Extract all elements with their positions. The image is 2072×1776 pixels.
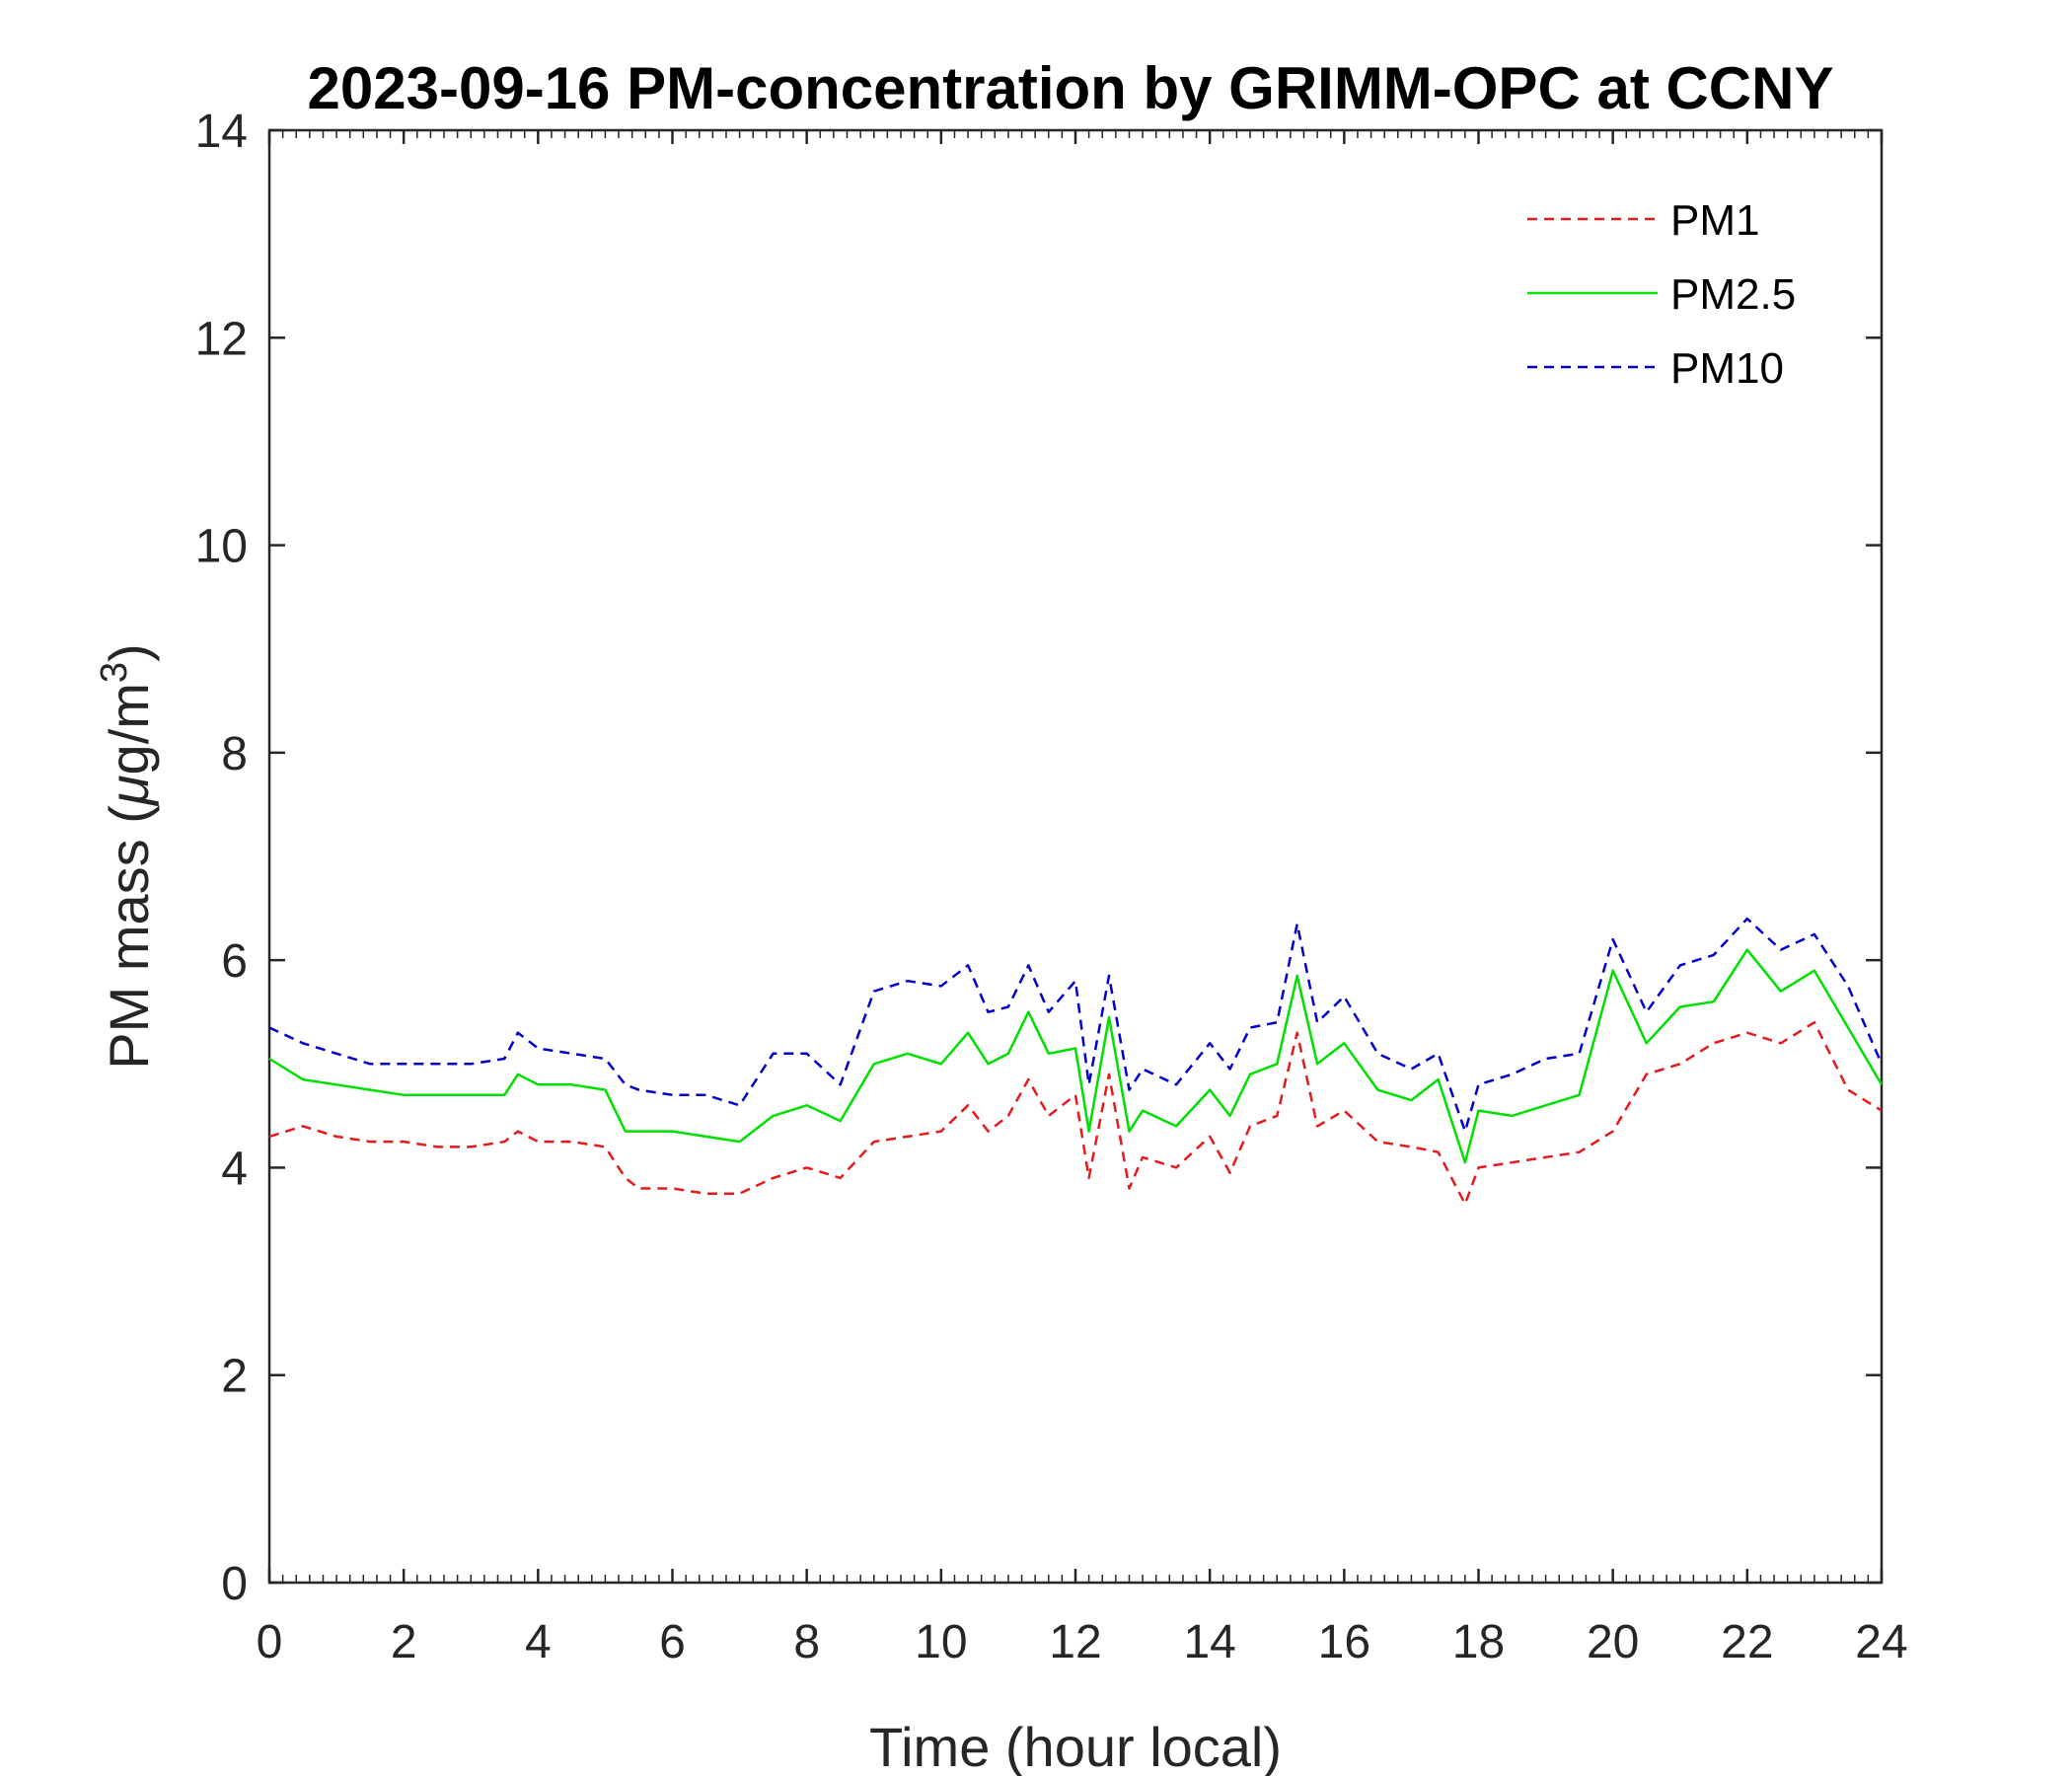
y-tick-label: 2 xyxy=(221,1351,248,1403)
x-tick-label: 22 xyxy=(1721,1616,1773,1668)
x-tick-label: 8 xyxy=(793,1616,820,1668)
x-tick-label: 14 xyxy=(1183,1616,1235,1668)
x-tick-label: 6 xyxy=(659,1616,686,1668)
y-tick-label: 14 xyxy=(195,106,248,158)
legend-label-pm1: PM1 xyxy=(1670,196,1759,245)
y-tick-label: 8 xyxy=(221,728,248,780)
y-axis-label-close: ) xyxy=(98,643,160,662)
x-tick-label: 4 xyxy=(525,1616,552,1668)
x-tick-label: 24 xyxy=(1855,1616,1907,1668)
y-axis-label-sup: 3 xyxy=(94,662,135,683)
y-tick-label: 6 xyxy=(221,935,248,988)
series-line-pm25 xyxy=(268,948,1884,1164)
x-tick-label: 10 xyxy=(915,1616,967,1668)
y-axis-label-main: PM mass ( xyxy=(98,805,160,1070)
y-tick-label: 0 xyxy=(221,1558,248,1610)
y-tick-label: 10 xyxy=(195,521,248,573)
legend-label-pm10: PM10 xyxy=(1670,344,1784,393)
y-axis-label: PM mass (μg/m3) xyxy=(94,643,160,1069)
series-layer xyxy=(268,917,1884,1206)
y-tick-label: 12 xyxy=(195,313,248,365)
x-tick-label: 18 xyxy=(1452,1616,1505,1668)
x-tick-label: 2 xyxy=(391,1616,417,1668)
x-axis-minor-ticks xyxy=(281,130,1870,1583)
x-tick-label: 16 xyxy=(1318,1616,1370,1668)
y-axis-ticks: 0 2 4 6 8 10 12 14 xyxy=(195,106,1882,1610)
x-tick-label: 0 xyxy=(257,1616,283,1668)
x-axis-ticks: 0 2 4 6 8 10 12 14 16 18 20 22 24 xyxy=(257,130,1908,1668)
x-tick-label: 20 xyxy=(1587,1616,1639,1668)
legend: PM1 PM2.5 PM10 xyxy=(1527,196,1796,393)
chart-title: 2023-09-16 PM-concentration by GRIMM-OPC… xyxy=(308,55,1834,121)
y-axis-label-mu: μ xyxy=(98,775,160,807)
x-tick-label: 12 xyxy=(1049,1616,1101,1668)
legend-label-pm25: PM2.5 xyxy=(1670,270,1796,319)
x-axis-label: Time (hour local) xyxy=(869,1716,1282,1776)
series-line-pm1 xyxy=(268,1020,1883,1206)
y-tick-label: 4 xyxy=(221,1143,248,1195)
y-axis-label-unit: g/m xyxy=(98,683,160,775)
plot-area xyxy=(267,128,1884,1585)
